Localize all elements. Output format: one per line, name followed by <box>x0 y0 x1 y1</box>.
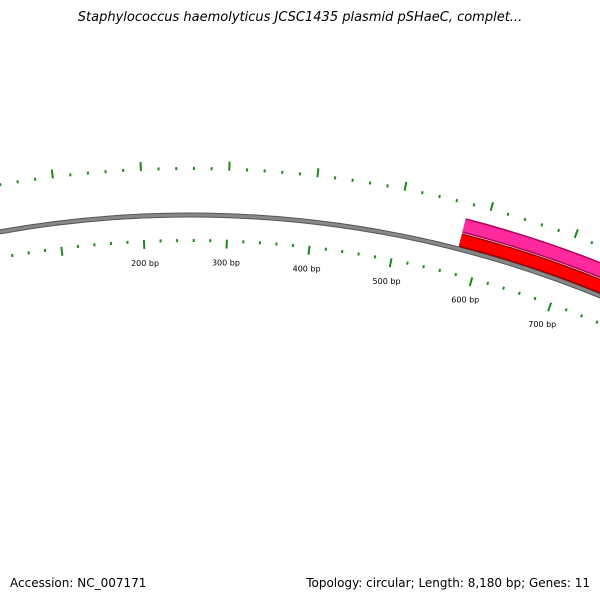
outer-tick-ring <box>0 161 594 245</box>
inner-minor-tick <box>595 320 599 324</box>
gene-arc-rep <box>462 219 600 277</box>
backbone <box>0 212 600 299</box>
outer-major-tick <box>403 181 408 191</box>
outer-major-tick <box>489 201 495 212</box>
tick-label-600: 600 bp <box>451 295 479 304</box>
outer-minor-tick <box>386 184 389 188</box>
outer-minor-tick <box>472 203 476 207</box>
inner-tick-ring <box>11 239 599 324</box>
accession-text: Accession: NC_007171 <box>10 576 147 590</box>
inner-major-tick <box>547 302 553 312</box>
outer-minor-tick <box>455 198 459 203</box>
map-title: Staphylococcus haemolyticus JCSC1435 pla… <box>77 10 523 25</box>
tick-label-400: 400 bp <box>293 265 321 274</box>
outer-major-tick <box>573 229 579 239</box>
gene-track <box>462 218 600 279</box>
inner-minor-tick <box>406 261 409 265</box>
cds-track <box>458 233 600 294</box>
outer-minor-tick <box>523 217 527 222</box>
inner-minor-tick <box>502 286 505 290</box>
tick-label-200: 200 bp <box>131 259 159 268</box>
inner-major-tick <box>60 246 64 256</box>
inner-minor-tick <box>580 314 584 318</box>
outer-minor-tick <box>590 240 594 245</box>
outer-minor-tick <box>438 194 441 199</box>
inner-major-tick <box>388 258 393 268</box>
tick-label-700: 700 bp <box>528 320 556 329</box>
inner-minor-tick <box>11 253 14 258</box>
tick-label-500: 500 bp <box>373 277 401 286</box>
inner-major-tick <box>468 277 474 287</box>
cds-arc-0 <box>458 234 600 293</box>
inner-minor-tick <box>454 272 458 277</box>
outer-minor-tick <box>557 228 561 233</box>
outer-major-tick <box>316 168 320 178</box>
inner-minor-tick <box>486 281 490 286</box>
inner-major-tick <box>307 245 311 255</box>
outer-minor-tick <box>421 191 424 195</box>
outer-major-tick <box>50 169 54 179</box>
inner-minor-tick <box>422 265 425 269</box>
outer-minor-tick <box>540 223 544 227</box>
inner-minor-tick <box>373 255 377 259</box>
inner-minor-tick <box>533 296 537 301</box>
backbone-arc <box>0 213 600 298</box>
summary-text: Topology: circular; Length: 8,180 bp; Ge… <box>306 576 590 590</box>
inner-minor-tick <box>517 291 521 295</box>
outer-minor-tick <box>506 212 510 217</box>
inner-minor-tick <box>564 308 568 312</box>
tick-label-300: 300 bp <box>212 259 240 268</box>
inner-minor-tick <box>438 268 442 273</box>
